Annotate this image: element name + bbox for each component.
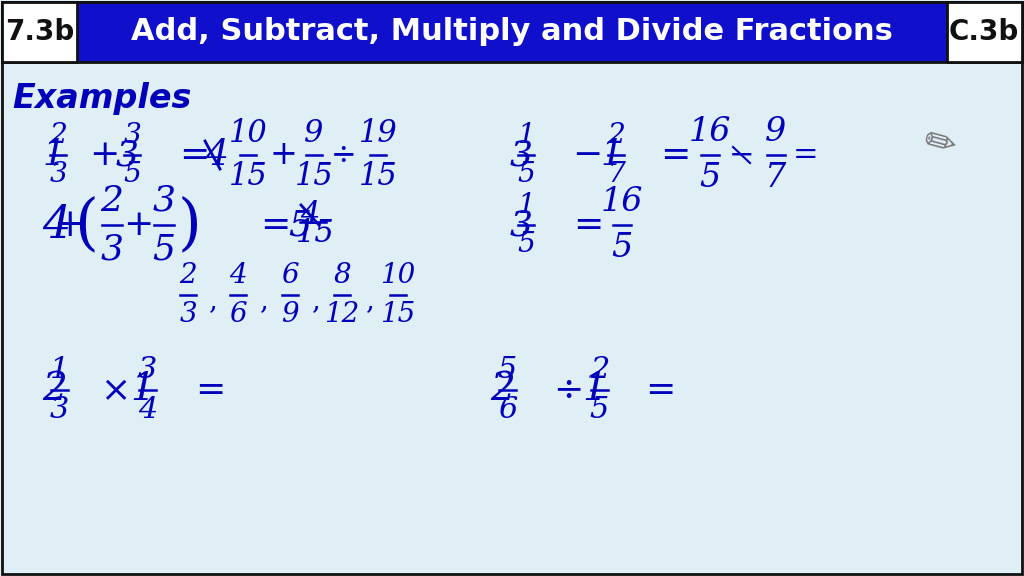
- Text: ÷: ÷: [553, 373, 584, 407]
- Text: 2: 2: [100, 184, 124, 218]
- Text: Add, Subtract, Multiply and Divide Fractions: Add, Subtract, Multiply and Divide Fract…: [131, 17, 893, 47]
- Text: 2: 2: [590, 356, 609, 384]
- Text: +: +: [53, 207, 86, 244]
- Text: (: (: [74, 195, 98, 255]
- Text: =: =: [659, 138, 690, 172]
- Text: 5: 5: [699, 162, 721, 194]
- Text: 3: 3: [179, 301, 197, 328]
- Text: 1: 1: [50, 356, 69, 384]
- Text: +: +: [123, 208, 154, 242]
- Text: 1: 1: [600, 138, 623, 172]
- FancyBboxPatch shape: [2, 2, 77, 62]
- Text: 4: 4: [137, 396, 157, 424]
- Text: 15: 15: [296, 218, 335, 249]
- Text: 3: 3: [123, 122, 141, 149]
- Text: 1: 1: [517, 192, 536, 219]
- Text: 5: 5: [153, 232, 175, 266]
- Text: 15: 15: [358, 161, 397, 192]
- Text: 1: 1: [517, 122, 536, 149]
- Text: −: −: [571, 138, 602, 172]
- Text: 9: 9: [282, 301, 299, 328]
- Text: 1: 1: [42, 138, 65, 172]
- Text: 15: 15: [380, 301, 416, 328]
- Text: =: =: [794, 139, 819, 170]
- Text: ÷: ÷: [331, 139, 356, 170]
- Text: 3: 3: [510, 138, 534, 172]
- Text: 6: 6: [282, 263, 299, 289]
- Text: 4: 4: [42, 203, 71, 247]
- Text: +: +: [269, 139, 297, 171]
- Text: ✏: ✏: [920, 123, 961, 168]
- Text: ): ): [178, 195, 202, 255]
- Text: 6: 6: [498, 396, 517, 424]
- Text: 6: 6: [229, 301, 247, 328]
- Text: 3: 3: [510, 208, 534, 242]
- Text: 3: 3: [49, 161, 67, 188]
- Text: 5: 5: [123, 161, 141, 188]
- Text: 3: 3: [50, 396, 69, 424]
- Text: 2: 2: [607, 122, 625, 149]
- Text: 9: 9: [765, 116, 786, 148]
- Text: ,: ,: [259, 287, 268, 314]
- Text: −: −: [729, 139, 755, 170]
- Text: 5: 5: [590, 396, 609, 424]
- Text: 4: 4: [300, 199, 319, 230]
- Text: 3: 3: [137, 356, 157, 384]
- Text: 8: 8: [333, 263, 351, 289]
- Text: 10: 10: [228, 118, 267, 149]
- Text: 1: 1: [582, 372, 607, 408]
- Text: 2: 2: [49, 122, 67, 149]
- Text: 7: 7: [765, 162, 786, 194]
- Text: =: =: [572, 208, 603, 242]
- Text: 5: 5: [517, 230, 536, 257]
- Text: =: =: [645, 373, 675, 407]
- Text: +: +: [89, 138, 119, 172]
- Text: 4: 4: [229, 263, 247, 289]
- Text: 19: 19: [358, 118, 397, 149]
- Text: 2: 2: [42, 372, 67, 408]
- Text: 4: 4: [205, 138, 228, 172]
- Text: 2: 2: [179, 263, 197, 289]
- Text: 3: 3: [153, 184, 175, 218]
- Text: =: =: [260, 208, 290, 242]
- Text: 5: 5: [498, 356, 517, 384]
- Text: 15: 15: [295, 161, 334, 192]
- FancyBboxPatch shape: [2, 2, 1022, 62]
- Text: 3: 3: [100, 232, 124, 266]
- Text: 16: 16: [601, 186, 643, 218]
- Text: 15: 15: [228, 161, 267, 192]
- Text: 7.3b: 7.3b: [5, 18, 75, 46]
- Text: 10: 10: [380, 263, 416, 289]
- Text: ,: ,: [311, 287, 321, 314]
- Text: 3: 3: [116, 138, 139, 172]
- Text: ,: ,: [209, 287, 217, 314]
- Text: ×: ×: [101, 373, 131, 407]
- Text: Examples: Examples: [12, 82, 191, 115]
- Text: 16: 16: [689, 116, 731, 148]
- Text: 12: 12: [325, 301, 359, 328]
- Text: 5: 5: [611, 232, 633, 264]
- Text: 9: 9: [304, 118, 324, 149]
- FancyBboxPatch shape: [947, 2, 1022, 62]
- Text: 5: 5: [288, 208, 311, 242]
- Text: 5: 5: [517, 161, 536, 188]
- Text: 1: 1: [130, 372, 155, 408]
- Text: 2: 2: [490, 372, 515, 408]
- Text: =: =: [179, 138, 209, 172]
- Text: C.3b: C.3b: [949, 18, 1019, 46]
- Text: =: =: [195, 373, 225, 407]
- Text: 7: 7: [607, 161, 625, 188]
- Text: ,: ,: [366, 287, 375, 314]
